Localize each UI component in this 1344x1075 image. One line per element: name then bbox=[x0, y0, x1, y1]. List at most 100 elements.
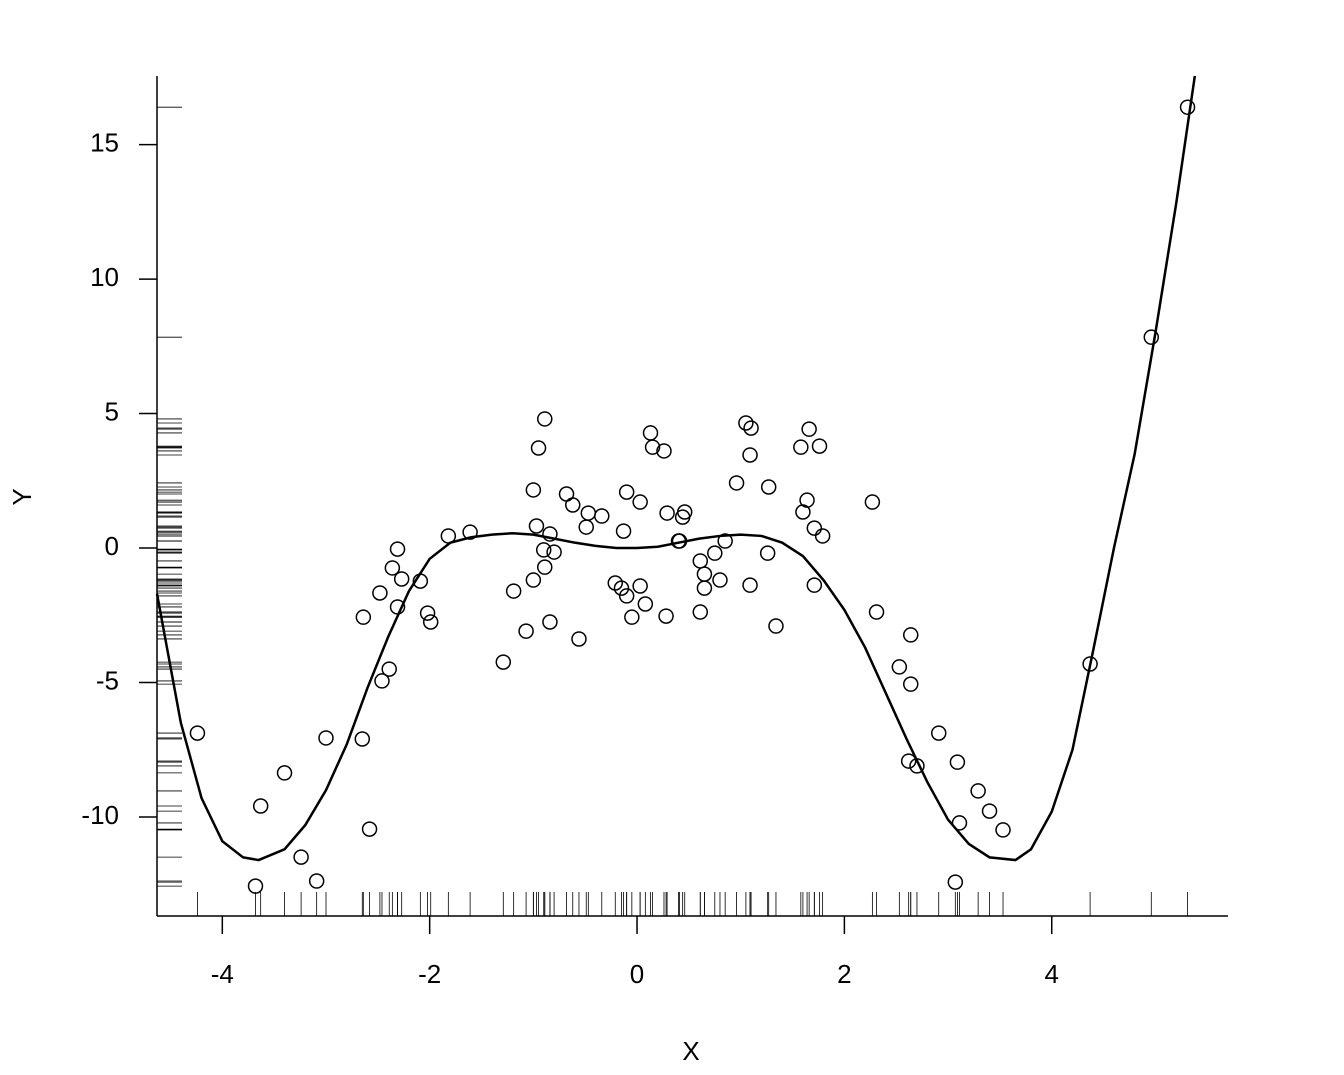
data-point bbox=[717, 533, 733, 549]
data-point bbox=[793, 439, 809, 455]
data-point bbox=[530, 440, 547, 456]
data-point bbox=[696, 580, 713, 596]
data-point bbox=[712, 572, 728, 588]
data-point bbox=[811, 438, 828, 454]
y-tick-label: 0 bbox=[105, 531, 119, 561]
data-point bbox=[900, 753, 917, 769]
data-point bbox=[495, 654, 512, 670]
data-point bbox=[607, 575, 624, 591]
data-point bbox=[565, 497, 581, 513]
data-point bbox=[632, 578, 648, 594]
y-axis-label: Y bbox=[7, 488, 37, 505]
data-point bbox=[580, 505, 597, 521]
data-point bbox=[949, 754, 966, 770]
data-point bbox=[613, 580, 630, 596]
data-point bbox=[864, 494, 881, 510]
data-point bbox=[389, 599, 406, 615]
data-point bbox=[696, 566, 713, 582]
data-point bbox=[372, 585, 388, 601]
y-tick-label: 15 bbox=[90, 127, 119, 157]
data-point bbox=[995, 822, 1011, 838]
data-point bbox=[528, 518, 545, 534]
data-point bbox=[381, 661, 397, 677]
data-point bbox=[806, 577, 823, 593]
data-point bbox=[615, 523, 632, 539]
data-point bbox=[768, 618, 784, 634]
data-point bbox=[981, 803, 998, 819]
data-point bbox=[742, 577, 758, 593]
data-point bbox=[525, 482, 542, 498]
data-point bbox=[293, 849, 309, 865]
data-point bbox=[951, 815, 968, 831]
data-point bbox=[909, 758, 925, 774]
x-tick-label: 4 bbox=[1045, 959, 1059, 989]
data-point bbox=[1179, 99, 1196, 115]
x-tick-label: 0 bbox=[630, 959, 644, 989]
data-point bbox=[759, 545, 776, 561]
data-point bbox=[189, 725, 206, 741]
data-point bbox=[692, 604, 709, 620]
data-point bbox=[632, 494, 648, 510]
data-point bbox=[276, 765, 293, 781]
y-tick-label: 10 bbox=[90, 262, 119, 292]
data-point bbox=[374, 673, 390, 689]
data-point bbox=[361, 821, 378, 837]
data-point bbox=[440, 528, 457, 544]
y-tick-label: -5 bbox=[96, 665, 119, 695]
data-point bbox=[728, 475, 745, 491]
data-point bbox=[535, 542, 552, 558]
data-point bbox=[518, 623, 534, 639]
data-point bbox=[692, 553, 709, 569]
data-point bbox=[505, 583, 522, 599]
data-point bbox=[537, 411, 553, 427]
data-point bbox=[389, 541, 406, 557]
data-point bbox=[799, 492, 815, 508]
data-point bbox=[637, 596, 654, 612]
data-point bbox=[618, 484, 635, 500]
data-point bbox=[1143, 329, 1160, 345]
data-point bbox=[659, 505, 675, 521]
x-tick-label: -4 bbox=[211, 959, 234, 989]
data-point bbox=[393, 571, 410, 587]
data-point bbox=[671, 533, 688, 549]
data-point bbox=[658, 608, 674, 624]
data-point bbox=[707, 545, 723, 561]
data-point bbox=[624, 609, 640, 625]
data-point bbox=[891, 659, 908, 675]
data-point bbox=[676, 504, 693, 520]
x-tick-label: 2 bbox=[837, 959, 851, 989]
data-point bbox=[355, 609, 372, 625]
data-point bbox=[537, 559, 553, 575]
data-point bbox=[318, 730, 334, 746]
data-point bbox=[618, 588, 635, 604]
data-point bbox=[868, 604, 885, 620]
data-point bbox=[422, 614, 439, 630]
data-point bbox=[354, 731, 371, 747]
data-point bbox=[525, 572, 542, 588]
data-point bbox=[384, 560, 401, 576]
data-point bbox=[462, 524, 478, 540]
data-point bbox=[806, 520, 823, 536]
y-tick-label: 5 bbox=[105, 396, 119, 426]
x-axis-label: X bbox=[682, 1036, 699, 1066]
data-point bbox=[1082, 656, 1098, 672]
data-point bbox=[412, 573, 429, 589]
y-tick-label: -10 bbox=[81, 800, 119, 830]
x-tick-label: -2 bbox=[418, 959, 441, 989]
data-point bbox=[656, 443, 672, 459]
data-point bbox=[642, 425, 659, 441]
data-point bbox=[644, 439, 661, 455]
data-point bbox=[902, 676, 919, 692]
data-point bbox=[546, 544, 562, 560]
data-point bbox=[760, 479, 777, 495]
data-point bbox=[902, 627, 919, 643]
data-point bbox=[247, 878, 264, 894]
data-point bbox=[970, 783, 986, 799]
data-point bbox=[308, 873, 325, 889]
data-point bbox=[743, 420, 759, 436]
data-point bbox=[252, 798, 269, 814]
data-point bbox=[801, 421, 817, 437]
data-point bbox=[738, 415, 754, 431]
data-point bbox=[814, 528, 831, 544]
